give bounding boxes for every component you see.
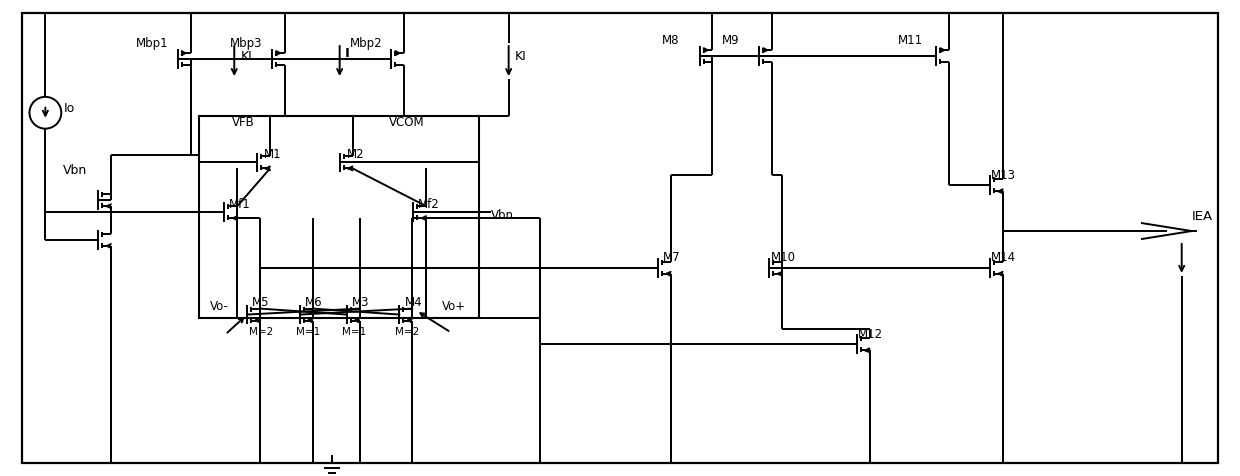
Text: M2: M2 [347,148,365,161]
Text: M6: M6 [305,296,322,309]
Text: Mf2: Mf2 [418,198,440,211]
Text: M13: M13 [991,169,1017,182]
Text: Mf1: Mf1 [229,198,252,211]
Text: Vbn: Vbn [491,208,513,222]
Text: M=1: M=1 [295,327,320,337]
Text: Mbp1: Mbp1 [136,37,169,50]
Text: M=1: M=1 [342,327,367,337]
Text: M1: M1 [264,148,281,161]
Text: Mbp3: Mbp3 [231,37,263,50]
Text: M=2: M=2 [396,327,419,337]
Text: IEA: IEA [1192,209,1213,223]
Text: M10: M10 [770,251,796,264]
Text: KI: KI [515,50,527,62]
Text: Vo-: Vo- [210,300,229,313]
Text: Io: Io [63,102,74,115]
Text: KI: KI [241,50,252,62]
Text: M3: M3 [352,296,370,309]
Text: VFB: VFB [232,116,255,129]
Text: M12: M12 [858,328,883,341]
Text: M4: M4 [404,296,422,309]
Text: M11: M11 [898,34,924,47]
Text: Mbp2: Mbp2 [350,37,382,50]
Text: M5: M5 [253,296,270,309]
Text: Vo+: Vo+ [441,300,466,313]
Text: Vbn: Vbn [63,164,87,177]
Text: M9: M9 [722,34,739,47]
Text: M7: M7 [663,251,681,264]
Text: M=2: M=2 [249,327,273,337]
Text: M14: M14 [991,251,1017,264]
Text: VCOM: VCOM [389,116,425,129]
Text: M8: M8 [662,34,680,47]
Text: I: I [345,47,350,60]
Bar [200,116,479,317]
